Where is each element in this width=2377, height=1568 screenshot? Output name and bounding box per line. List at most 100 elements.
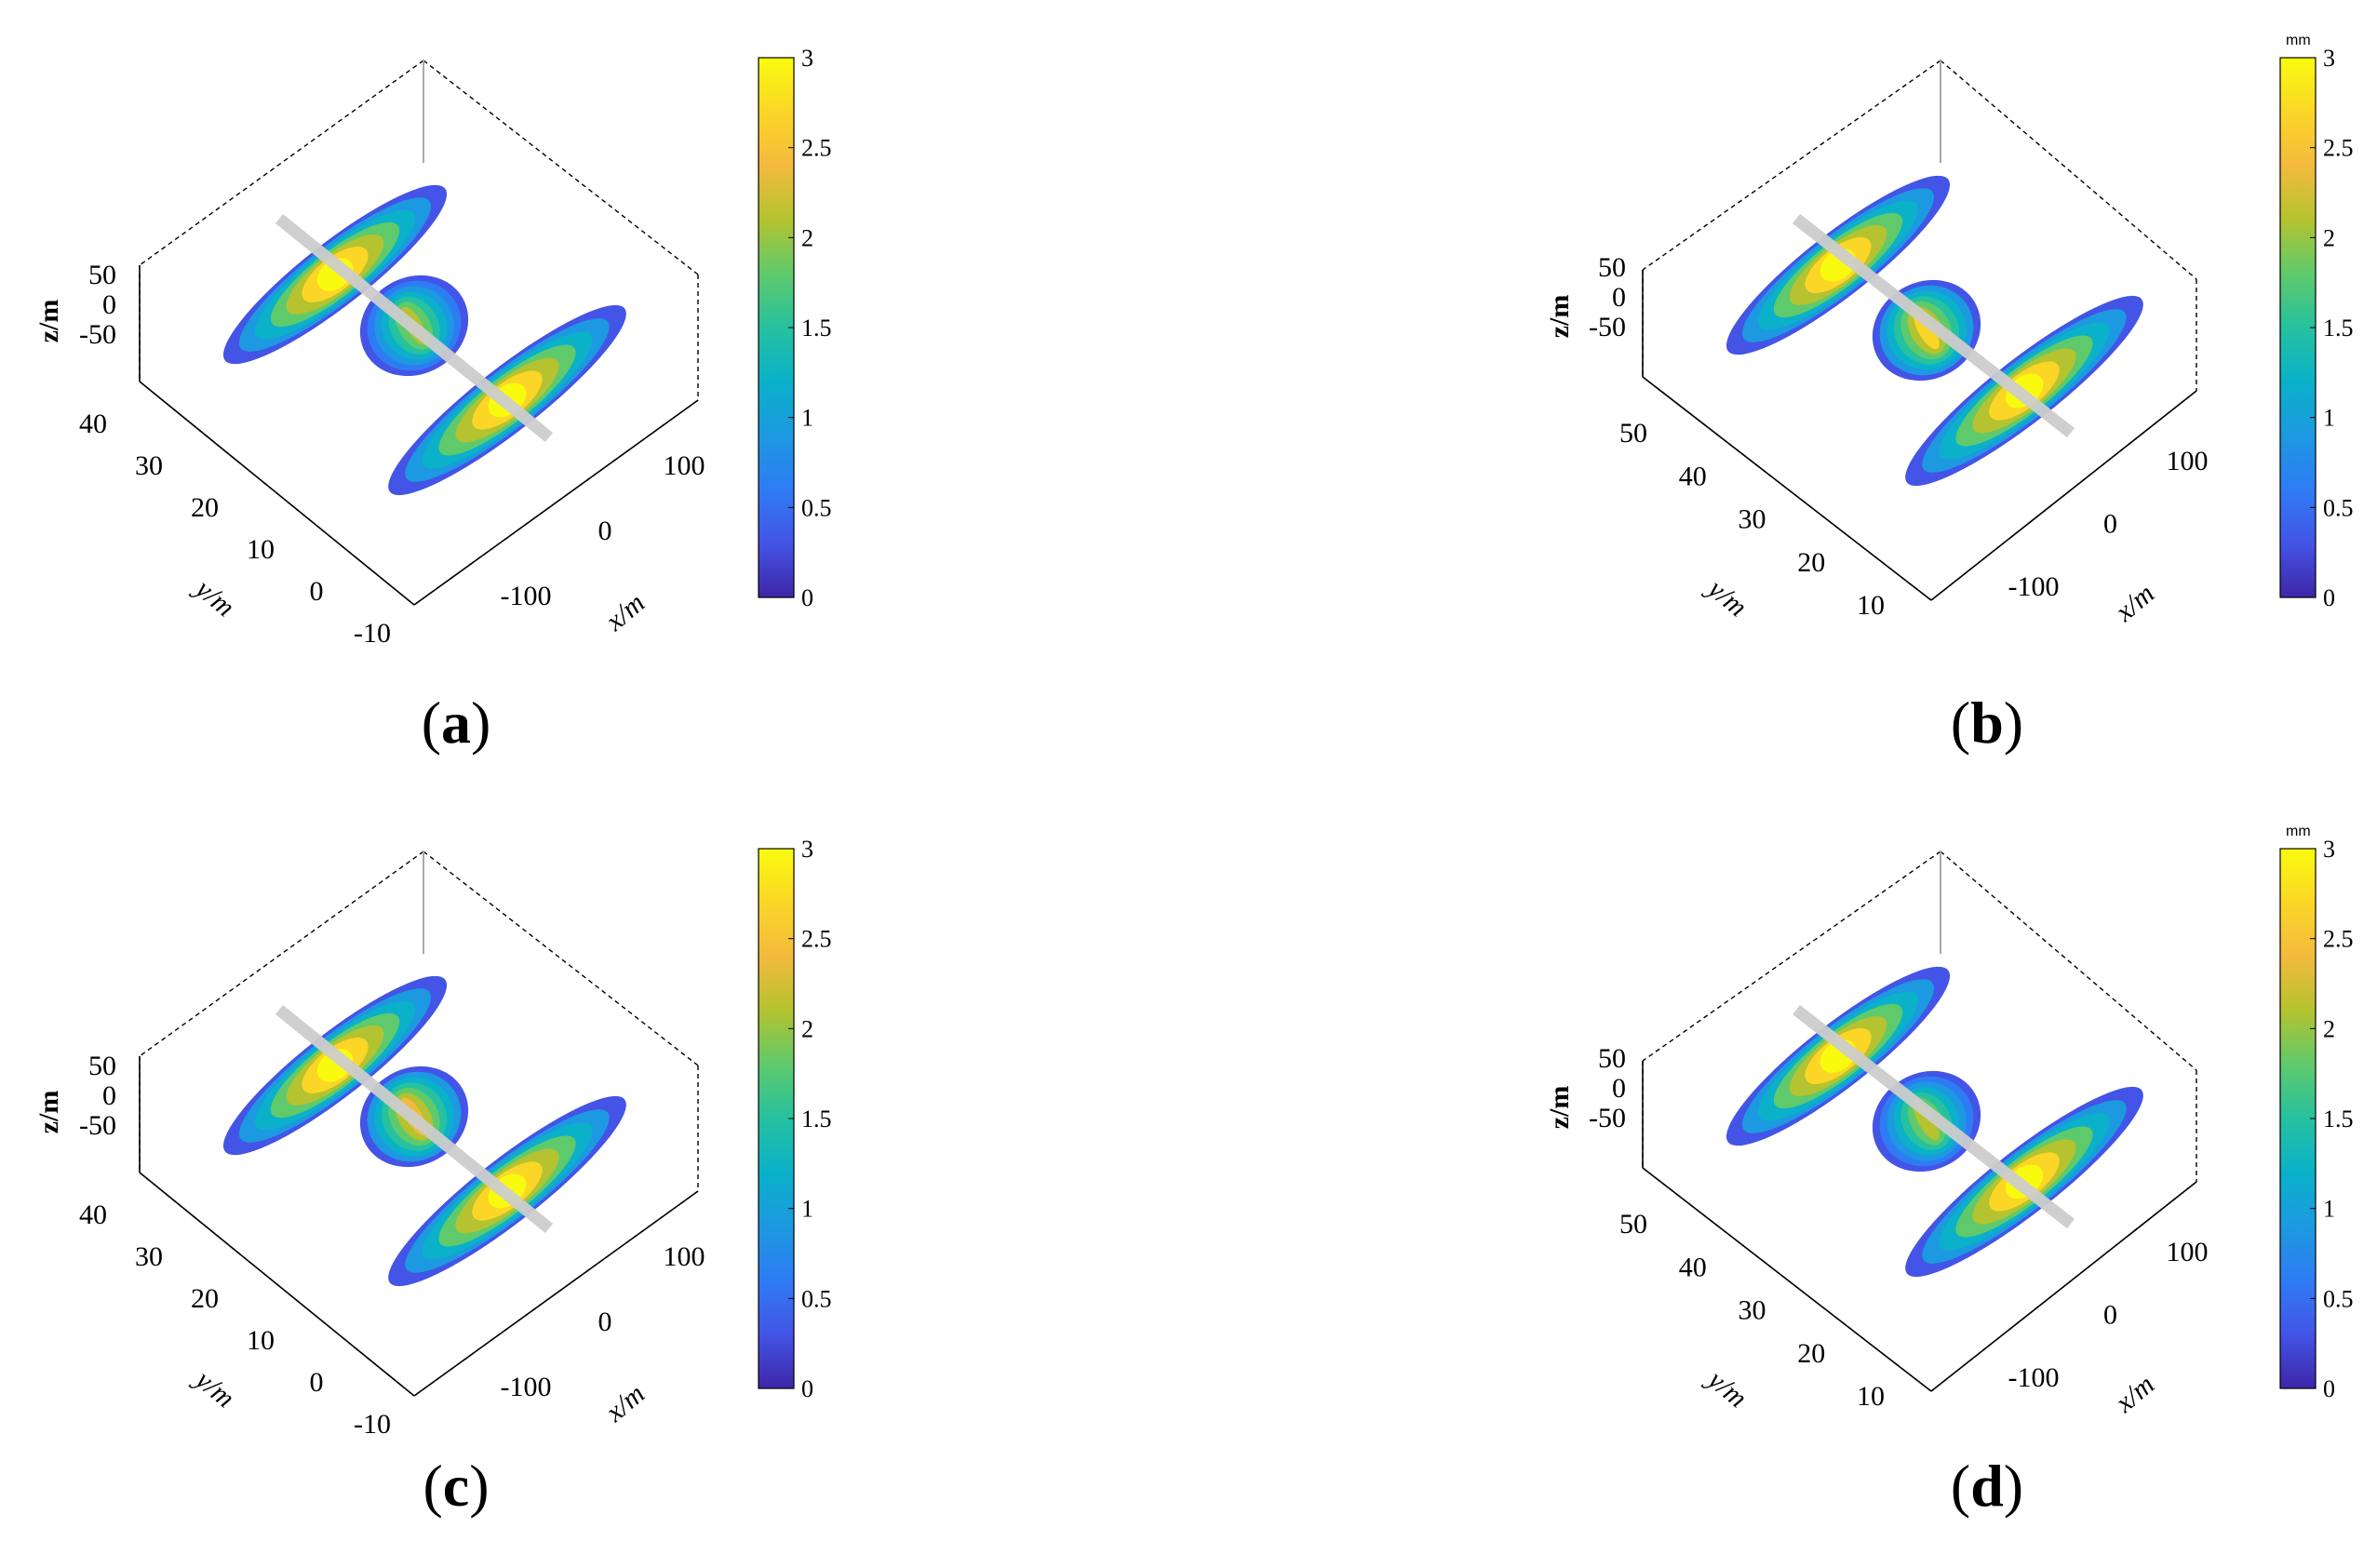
box-edge <box>1940 851 2197 1071</box>
blob-0 <box>222 975 448 1156</box>
colorbar-tick-label: 0 <box>2323 1375 2335 1402</box>
z-tick-label: -50 <box>1589 312 1626 342</box>
x-tick-label: 0 <box>2103 1300 2117 1331</box>
z-axis-label: z/m <box>1544 295 1575 339</box>
y-axis-line <box>139 381 415 606</box>
x-tick-label: 100 <box>664 450 705 481</box>
colorbar-tick-label: 3 <box>801 45 813 72</box>
x-tick-label: 100 <box>664 1241 705 1272</box>
colorbar-tick-label: 0.5 <box>2323 1285 2354 1312</box>
y-tick-label: 10 <box>1857 1381 1885 1412</box>
x-axis-label: x/m <box>599 1378 651 1428</box>
y-tick-label: 0 <box>310 1367 324 1398</box>
axes-box <box>139 851 699 1397</box>
y-axis-line <box>1642 1167 1932 1392</box>
grey-rod <box>1793 1004 2075 1229</box>
colorbar-tick-label: 2 <box>801 224 813 251</box>
colorbar-tick-label: 0.5 <box>2323 494 2354 521</box>
z-tick-label: 0 <box>102 289 116 320</box>
y-tick-label: 40 <box>1679 1252 1707 1282</box>
x-axis-line <box>413 399 699 606</box>
y-tick-label: 20 <box>1797 547 1825 578</box>
colorbar-tick-label: 2.5 <box>801 926 832 953</box>
x-tick-label: -100 <box>501 1372 552 1402</box>
colorbar-tick-label: 3 <box>2323 836 2335 863</box>
z-tick-label: 50 <box>88 1051 116 1081</box>
caption-d: (d) <box>1950 1453 2024 1519</box>
z-axis-label: z/m <box>1544 1086 1575 1130</box>
colorbar-tick-label: 1 <box>2323 1196 2335 1223</box>
y-axis-label: y/m <box>188 571 241 623</box>
caption-d-letter: d <box>1970 1453 2004 1519</box>
colorbar-tick-label: 1.5 <box>2323 1106 2354 1132</box>
x-axis-label: x/m <box>2109 1369 2160 1419</box>
colorbar-tick-label: 0 <box>2323 584 2335 611</box>
z-tick-label: -50 <box>1589 1103 1626 1133</box>
colorbar-unit: mm <box>2286 33 2311 48</box>
colorbar-tick-label: 2.5 <box>2323 135 2354 162</box>
grey-rod <box>275 1004 554 1234</box>
y-tick-label: 0 <box>310 576 324 607</box>
y-axis-label: y/m <box>188 1362 241 1414</box>
colorbar-tick-label: 1.5 <box>801 1106 832 1132</box>
x-tick-label: 0 <box>598 1307 612 1337</box>
caption-a: (a) <box>421 690 491 756</box>
y-tick-label: 10 <box>247 1325 275 1356</box>
y-tick-label: 20 <box>191 492 219 523</box>
y-tick-label: 50 <box>1619 418 1647 449</box>
caption-b: (b) <box>1950 690 2024 756</box>
z-tick-label: 50 <box>1598 252 1626 283</box>
colorbar-tick-label: 1 <box>801 1196 813 1223</box>
caption-c-letter: c <box>442 1453 470 1519</box>
colorbar-unit: mm <box>2286 824 2311 839</box>
z-tick-label: 50 <box>1598 1043 1626 1074</box>
x-tick-label: -100 <box>2008 571 2060 602</box>
grey-rod <box>275 213 554 443</box>
colorbar-tick-label: 0 <box>801 1375 813 1402</box>
caption-a-letter: a <box>441 690 471 756</box>
colorbar-tick-label: 2 <box>2323 1015 2335 1042</box>
blob-0 <box>222 184 448 365</box>
colorbar-tick-label: 0 <box>801 584 813 611</box>
x-tick-label: 0 <box>598 516 612 546</box>
box-edge <box>423 851 699 1066</box>
y-tick-label: 10 <box>247 534 275 565</box>
x-tick-label: -100 <box>501 581 552 611</box>
y-tick-label: 40 <box>1679 461 1707 491</box>
panel-d: 50 0 -50 z/m 50 40 30 20 10 y/m 100 0 -100 x/m 3 2.5 2 1.… <box>1489 791 2377 1461</box>
x-tick-label: 100 <box>2167 446 2209 476</box>
x-axis-label: x/m <box>2109 578 2160 628</box>
z-axis-label: z/m <box>34 1091 64 1134</box>
y-axis-line <box>1642 376 1932 601</box>
z-tick-label: 50 <box>88 260 116 290</box>
colorbar-tick-label: 0.5 <box>801 1285 832 1312</box>
box-edge <box>423 60 699 275</box>
z-axis-label: z/m <box>34 300 64 343</box>
y-tick-label: 20 <box>1797 1338 1825 1369</box>
y-tick-label: -10 <box>354 1409 391 1440</box>
box-edge <box>1642 851 1941 1062</box>
x-axis-line <box>413 1190 699 1397</box>
axes-box <box>1642 60 2197 601</box>
colorbar <box>758 848 795 1389</box>
colorbar-tick-label: 2.5 <box>801 135 832 162</box>
y-tick-label: 30 <box>135 1241 163 1272</box>
blob-0 <box>1726 175 1951 355</box>
y-tick-label: 40 <box>79 409 107 439</box>
y-axis-label: y/m <box>1700 571 1753 623</box>
axes-box <box>1642 851 2197 1392</box>
x-tick-label: -100 <box>2008 1362 2060 1393</box>
panel-a: 50 0 -50 z/m 40 30 20 10 0 -10 y/m 100 0 -100 x/m 3 2.5 2… <box>0 0 931 670</box>
colorbar <box>2279 57 2317 598</box>
x-axis-line <box>1930 1181 2197 1392</box>
box-edge <box>1940 60 2197 280</box>
y-tick-label: 10 <box>1857 590 1885 621</box>
colorbar <box>758 57 795 598</box>
z-tick-label: 0 <box>102 1080 116 1111</box>
axes-box <box>139 60 699 606</box>
colorbar-tick-label: 3 <box>801 836 813 863</box>
box-edge <box>1642 60 1941 271</box>
